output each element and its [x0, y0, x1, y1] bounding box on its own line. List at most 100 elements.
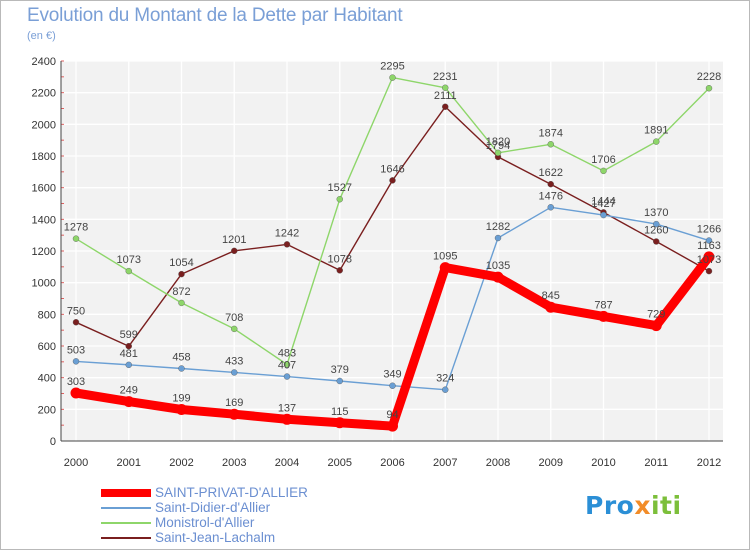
data-label: 379	[331, 364, 349, 376]
y-tick-label: 1400	[32, 214, 56, 226]
data-label: 199	[172, 392, 190, 404]
data-label: 169	[225, 397, 243, 409]
legend-swatch	[101, 507, 151, 509]
data-point	[178, 365, 185, 372]
y-tick-label: 1800	[32, 151, 56, 163]
data-point	[650, 320, 662, 332]
data-label: 1073	[697, 254, 721, 266]
x-tick-label: 2007	[433, 457, 457, 469]
x-tick-label: 2009	[539, 457, 563, 469]
data-label: 115	[331, 406, 349, 418]
x-tick-label: 2004	[275, 457, 299, 469]
data-label: 1706	[591, 154, 615, 166]
data-label: 1370	[644, 207, 668, 219]
legend-label: SAINT-PRIVAT-D'ALLIER	[155, 485, 308, 500]
data-point	[231, 369, 238, 376]
data-label: 1427	[591, 198, 615, 210]
legend-label: Monistrol-d'Allier	[155, 515, 255, 530]
data-label: 1073	[117, 254, 141, 266]
data-label: 845	[542, 290, 560, 302]
data-point	[125, 361, 132, 369]
data-point	[178, 270, 185, 278]
data-point	[653, 238, 660, 245]
data-label: 2295	[380, 61, 404, 73]
data-point	[547, 180, 554, 188]
data-point	[125, 267, 132, 275]
data-point	[72, 235, 80, 242]
data-point	[600, 211, 607, 219]
data-label: 503	[67, 344, 85, 356]
legend-label: Saint-Didier-d'Allier	[155, 500, 271, 515]
data-label: 1820	[486, 136, 510, 148]
y-tick-label: 600	[38, 341, 56, 353]
data-label: 1476	[539, 190, 563, 202]
data-point	[123, 396, 135, 408]
data-point	[70, 387, 82, 399]
data-point	[494, 149, 502, 157]
data-point	[494, 234, 502, 242]
data-point	[281, 413, 293, 425]
data-point	[389, 177, 396, 184]
y-tick-label: 800	[38, 309, 56, 321]
data-point	[231, 247, 238, 255]
y-tick-label: 1000	[32, 278, 56, 290]
x-tick-label: 2000	[64, 457, 88, 469]
data-label: 1646	[380, 163, 404, 175]
data-label: 303	[67, 376, 85, 388]
data-point	[389, 382, 396, 389]
data-label: 2111	[434, 90, 457, 102]
data-label: 1444	[591, 195, 615, 207]
data-point	[389, 74, 396, 81]
data-label: 1201	[222, 234, 246, 246]
x-tick-label: 2005	[328, 457, 352, 469]
data-label: 481	[120, 348, 138, 360]
data-point	[176, 403, 187, 415]
x-tick-label: 2010	[591, 457, 615, 469]
legend-swatch	[101, 537, 151, 539]
data-label: 1622	[539, 167, 563, 179]
data-point	[545, 301, 557, 313]
data-label: 324	[436, 373, 454, 385]
y-tick-label: 1200	[32, 246, 56, 258]
data-point	[334, 417, 346, 429]
data-label: 1078	[328, 253, 352, 265]
data-label: 137	[278, 402, 296, 414]
data-label: 1278	[64, 222, 88, 234]
data-point	[705, 237, 713, 244]
data-point	[72, 358, 80, 365]
data-point	[336, 196, 343, 203]
y-tick-label: 200	[38, 404, 56, 416]
data-label: 249	[120, 385, 138, 397]
data-label: 599	[120, 329, 138, 341]
data-label: 1035	[486, 260, 510, 272]
data-point	[231, 325, 238, 333]
data-label: 1054	[169, 257, 193, 269]
chart-title: Evolution du Montant de la Dette par Hab…	[27, 5, 403, 26]
data-label: 407	[278, 360, 296, 372]
data-label: 458	[172, 351, 190, 363]
y-tick-label: 1600	[32, 183, 56, 195]
data-label: 94	[386, 409, 398, 421]
legend-label: Saint-Jean-Lachalm	[155, 530, 276, 545]
data-point	[72, 319, 80, 326]
data-point	[283, 241, 291, 248]
line-chart: 0 200 400 600 800 1000 1200 1400 1600 1800 2000 220…	[32, 56, 723, 469]
data-point	[442, 386, 449, 393]
x-tick-label: 2008	[486, 457, 510, 469]
data-label: 750	[67, 305, 85, 317]
data-label: 872	[172, 286, 190, 298]
data-label: 1874	[539, 127, 563, 139]
x-tick-label: 2012	[697, 457, 721, 469]
x-tick-label: 2011	[644, 457, 668, 469]
x-tick-label: 2002	[169, 457, 193, 469]
data-point	[336, 377, 343, 385]
data-label: 1242	[275, 227, 299, 239]
data-point	[600, 167, 607, 175]
data-label: 729	[647, 309, 665, 321]
data-point	[705, 85, 713, 92]
y-tick-label: 2400	[32, 56, 56, 68]
data-point	[547, 141, 554, 148]
data-label: 1260	[644, 225, 668, 237]
y-tick-label: 400	[38, 373, 56, 385]
